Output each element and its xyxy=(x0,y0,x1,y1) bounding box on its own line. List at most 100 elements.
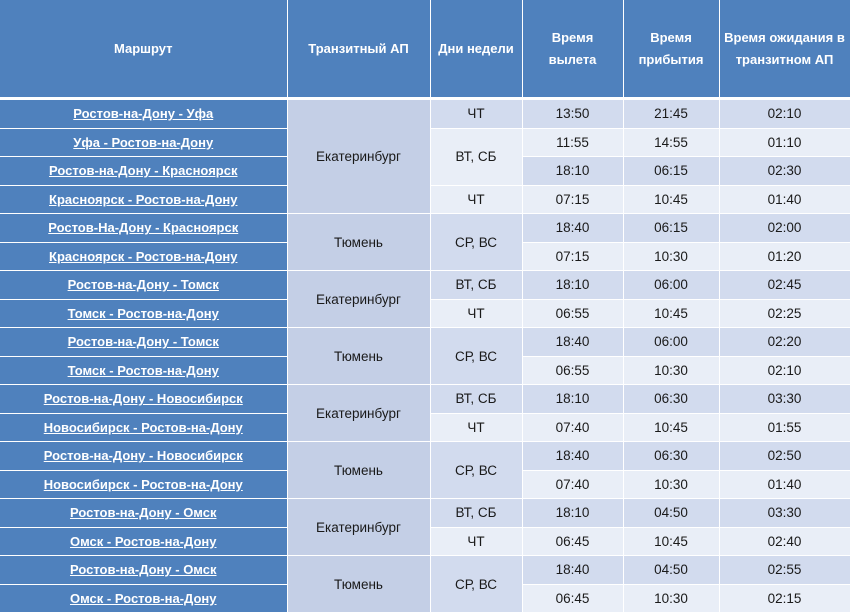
arrival-time: 10:45 xyxy=(623,413,720,442)
arrival-time: 10:45 xyxy=(623,185,720,214)
days-of-week: ЧТ xyxy=(430,413,523,442)
header-days: Дни недели xyxy=(430,0,523,100)
header-route: Маршрут xyxy=(0,0,288,100)
route-link[interactable]: Томск - Ростов-на-Дону xyxy=(0,356,288,385)
transit-airport: Тюмень xyxy=(287,213,431,271)
days-of-week: СР, ВС xyxy=(430,327,523,385)
header-row: Маршрут Транзитный АП Дни недели Время в… xyxy=(0,0,850,100)
departure-time: 11:55 xyxy=(522,128,624,157)
transit-airport: Тюмень xyxy=(287,327,431,385)
departure-time: 18:10 xyxy=(522,384,624,414)
days-of-week: ЧТ xyxy=(430,98,523,129)
waiting-time: 02:20 xyxy=(719,327,850,357)
departure-time: 07:40 xyxy=(522,413,624,442)
route-link[interactable]: Ростов-на-Дону - Уфа xyxy=(0,98,288,129)
waiting-time: 02:55 xyxy=(719,555,850,585)
route-link[interactable]: Омск - Ростов-на-Дону xyxy=(0,527,288,556)
transit-airport: Екатеринбург xyxy=(287,270,431,328)
table-row: Ростов-на-Дону - Красноярск 18:10 06:15 … xyxy=(0,156,850,186)
departure-time: 06:45 xyxy=(522,527,624,556)
waiting-time: 02:45 xyxy=(719,270,850,300)
table-row: Томск - Ростов-на-Дону ЧТ 06:55 10:45 02… xyxy=(0,299,850,328)
arrival-time: 04:50 xyxy=(623,555,720,585)
days-of-week: СР, ВС xyxy=(430,441,523,499)
departure-time: 18:40 xyxy=(522,555,624,585)
route-link[interactable]: Красноярск - Ростов-на-Дону xyxy=(0,242,288,271)
waiting-time: 02:50 xyxy=(719,441,850,471)
transit-airport: Тюмень xyxy=(287,555,431,613)
waiting-time: 02:25 xyxy=(719,299,850,328)
header-transit: Транзитный АП xyxy=(287,0,431,100)
route-link[interactable]: Ростов-на-Дону - Омск xyxy=(0,498,288,528)
transit-airport: Тюмень xyxy=(287,441,431,499)
route-link[interactable]: Новосибирск - Ростов-на-Дону xyxy=(0,470,288,499)
waiting-time: 03:30 xyxy=(719,498,850,528)
route-link[interactable]: Ростов-на-Дону - Новосибирск xyxy=(0,384,288,414)
arrival-time: 06:00 xyxy=(623,270,720,300)
days-of-week: ЧТ xyxy=(430,185,523,214)
arrival-time: 06:30 xyxy=(623,441,720,471)
waiting-time: 01:55 xyxy=(719,413,850,442)
header-waiting: Время ожидания в транзитном АП xyxy=(719,0,850,100)
days-of-week: ЧТ xyxy=(430,299,523,328)
departure-time: 07:15 xyxy=(522,185,624,214)
departure-time: 18:40 xyxy=(522,327,624,357)
arrival-time: 06:15 xyxy=(623,213,720,243)
departure-time: 18:10 xyxy=(522,156,624,186)
waiting-time: 02:10 xyxy=(719,356,850,385)
route-link[interactable]: Новосибирск - Ростов-на-Дону xyxy=(0,413,288,442)
departure-time: 18:40 xyxy=(522,213,624,243)
arrival-time: 10:30 xyxy=(623,584,720,613)
route-link[interactable]: Уфа - Ростов-на-Дону xyxy=(0,128,288,157)
route-link[interactable]: Омск - Ростов-на-Дону xyxy=(0,584,288,613)
days-of-week: СР, ВС xyxy=(430,213,523,271)
header-arrival: Время прибытия xyxy=(623,0,720,100)
departure-time: 18:10 xyxy=(522,270,624,300)
waiting-time: 02:10 xyxy=(719,98,850,129)
table-row: Ростов-на-Дону - Томск Тюмень СР, ВС 18:… xyxy=(0,327,850,385)
arrival-time: 21:45 xyxy=(623,98,720,129)
days-of-week: СР, ВС xyxy=(430,555,523,613)
route-link[interactable]: Красноярск - Ростов-на-Дону xyxy=(0,185,288,214)
table-row: Омск - Ростов-на-Дону 06:45 10:30 02:15 xyxy=(0,584,850,613)
route-link[interactable]: Ростов-на-Дону - Красноярск xyxy=(0,156,288,186)
departure-time: 06:45 xyxy=(522,584,624,613)
departure-time: 18:10 xyxy=(522,498,624,528)
days-of-week: ВТ, СБ xyxy=(430,498,523,528)
waiting-time: 03:30 xyxy=(719,384,850,414)
route-link[interactable]: Ростов-на-Дону - Томск xyxy=(0,327,288,357)
arrival-time: 06:00 xyxy=(623,327,720,357)
arrival-time: 10:30 xyxy=(623,242,720,271)
waiting-time: 02:30 xyxy=(719,156,850,186)
arrival-time: 06:15 xyxy=(623,156,720,186)
arrival-time: 10:30 xyxy=(623,470,720,499)
waiting-time: 02:15 xyxy=(719,584,850,613)
days-of-week: ВТ, СБ xyxy=(430,384,523,414)
waiting-time: 01:10 xyxy=(719,128,850,157)
departure-time: 13:50 xyxy=(522,98,624,129)
waiting-time: 02:00 xyxy=(719,213,850,243)
arrival-time: 06:30 xyxy=(623,384,720,414)
departure-time: 06:55 xyxy=(522,356,624,385)
route-link[interactable]: Ростов-На-Дону - Красноярск xyxy=(0,213,288,243)
arrival-time: 10:45 xyxy=(623,299,720,328)
table-row: Ростов-На-Дону - Красноярск Тюмень СР, В… xyxy=(0,213,850,271)
table-row: Ростов-на-Дону - Уфа Екатеринбург ЧТ 13:… xyxy=(0,98,850,214)
header-departure: Время вылета xyxy=(522,0,624,100)
days-of-week: ВТ, СБ xyxy=(430,270,523,300)
table-row: Ростов-на-Дону - Омск Тюмень СР, ВС 18:4… xyxy=(0,555,850,613)
transit-airport: Екатеринбург xyxy=(287,498,431,556)
table-row: Ростов-на-Дону - Томск Екатеринбург ВТ, … xyxy=(0,270,850,328)
table-row: Ростов-на-Дону - Новосибирск Тюмень СР, … xyxy=(0,441,850,499)
route-link[interactable]: Ростов-на-Дону - Омск xyxy=(0,555,288,585)
waiting-time: 01:40 xyxy=(719,470,850,499)
waiting-time: 01:40 xyxy=(719,185,850,214)
route-link[interactable]: Томск - Ростов-на-Дону xyxy=(0,299,288,328)
departure-time: 18:40 xyxy=(522,441,624,471)
arrival-time: 10:45 xyxy=(623,527,720,556)
route-link[interactable]: Ростов-на-Дону - Томск xyxy=(0,270,288,300)
table-row: Ростов-на-Дону - Омск Екатеринбург ВТ, С… xyxy=(0,498,850,556)
route-link[interactable]: Ростов-на-Дону - Новосибирск xyxy=(0,441,288,471)
arrival-time: 14:55 xyxy=(623,128,720,157)
